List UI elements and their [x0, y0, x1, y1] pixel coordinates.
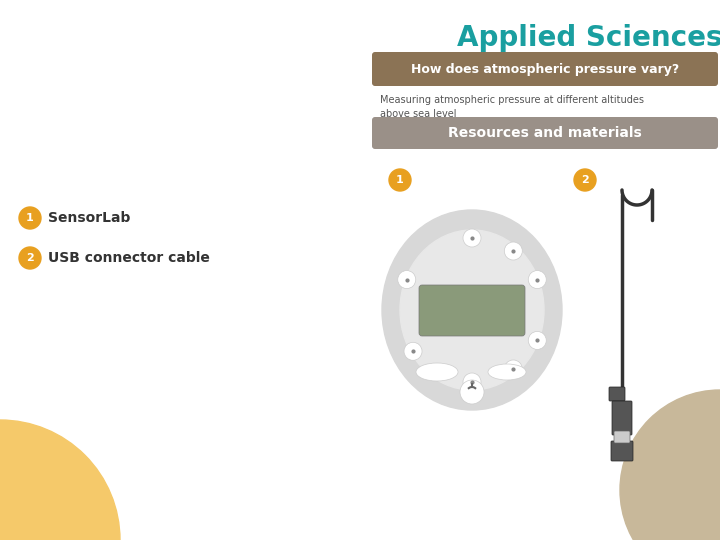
Ellipse shape [488, 364, 526, 380]
FancyBboxPatch shape [612, 401, 632, 435]
Circle shape [397, 271, 415, 288]
Text: 2: 2 [581, 175, 589, 185]
Text: 2: 2 [26, 253, 34, 263]
FancyBboxPatch shape [372, 52, 718, 86]
Circle shape [528, 271, 546, 288]
Text: USB connector cable: USB connector cable [48, 251, 210, 265]
Text: Resources and materials: Resources and materials [448, 126, 642, 140]
Ellipse shape [400, 230, 544, 390]
Text: Measuring atmospheric pressure at different altitudes
above sea level: Measuring atmospheric pressure at differ… [380, 95, 644, 119]
Circle shape [504, 242, 522, 260]
Ellipse shape [382, 210, 562, 410]
Ellipse shape [416, 363, 458, 381]
Text: Applied Sciences: Applied Sciences [457, 24, 720, 52]
FancyBboxPatch shape [609, 387, 625, 401]
Text: 1: 1 [26, 213, 34, 223]
Circle shape [460, 380, 484, 404]
Circle shape [389, 169, 411, 191]
Text: SensorLab: SensorLab [48, 211, 130, 225]
Text: How does atmospheric pressure vary?: How does atmospheric pressure vary? [411, 64, 679, 77]
Circle shape [404, 342, 422, 360]
Circle shape [0, 420, 120, 540]
FancyBboxPatch shape [611, 441, 633, 461]
Circle shape [463, 373, 481, 391]
FancyBboxPatch shape [614, 431, 630, 443]
Circle shape [528, 332, 546, 349]
FancyBboxPatch shape [419, 285, 525, 336]
Circle shape [574, 169, 596, 191]
Circle shape [19, 207, 41, 229]
Circle shape [504, 360, 522, 378]
Circle shape [463, 229, 481, 247]
Circle shape [19, 247, 41, 269]
Text: 1: 1 [396, 175, 404, 185]
Circle shape [620, 390, 720, 540]
FancyBboxPatch shape [372, 117, 718, 149]
